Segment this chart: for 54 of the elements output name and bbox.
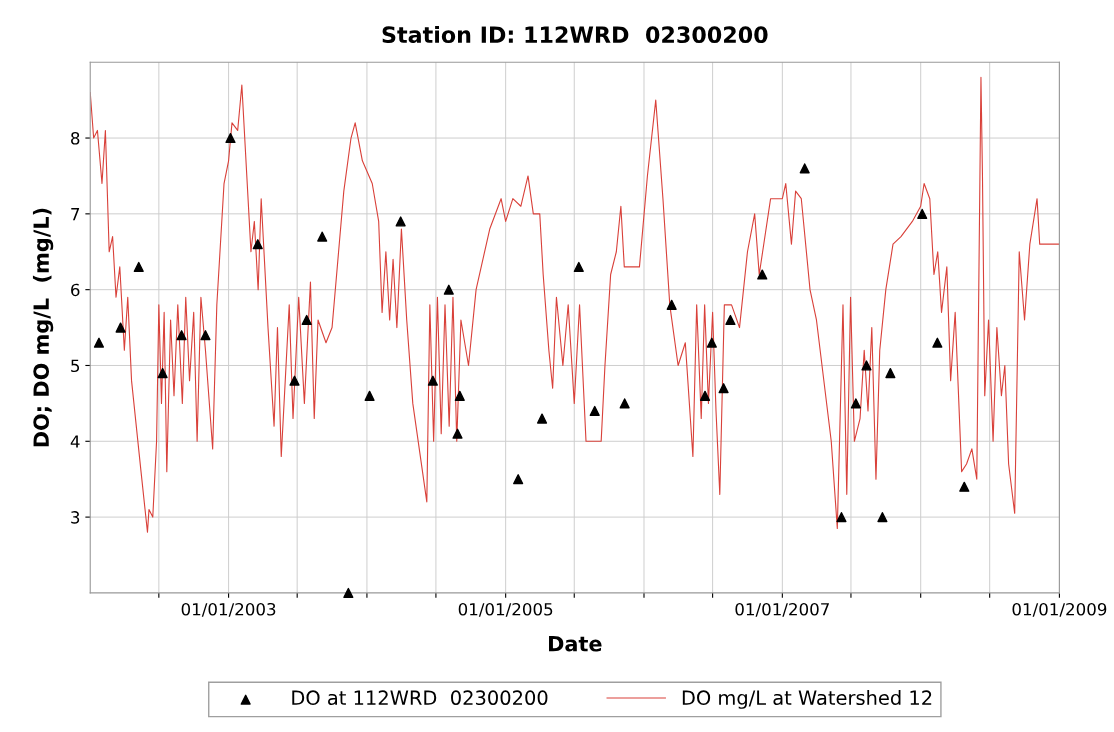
point [317,231,328,242]
point [706,337,717,348]
point [301,314,312,326]
point [699,390,711,401]
point [885,367,896,379]
x-axis-title: Date [549,636,602,652]
point [427,375,438,386]
point [799,163,810,174]
point [133,261,144,273]
point [289,375,300,386]
point [176,330,187,341]
point [757,269,768,280]
x-tick-label: 01/01/2003 [181,602,276,617]
point [877,512,888,523]
legend-label: DO mg/L at Watershed 12 [682,690,932,709]
point [513,474,524,485]
point [573,261,584,273]
point [589,405,600,417]
point [619,398,630,409]
point [666,299,677,310]
point [725,314,736,326]
point [718,383,729,394]
point [452,428,463,439]
chart-title: Station ID: 112WRD 02300200 [382,25,768,44]
point [157,367,168,379]
point [343,587,354,599]
point [932,337,943,348]
point [959,481,970,492]
x-tick-label: 01/01/2005 [458,602,553,617]
y-tick-label: 6 [71,283,80,297]
point [364,390,375,401]
point [115,322,126,333]
point [917,208,928,219]
point [861,360,872,371]
legend-label: DO at 112WRD 02300200 [292,690,548,706]
y-axis-title: DO; DO mg/L (mg/L) [32,208,54,447]
y-tick-label: 3 [71,511,80,524]
x-tick-label: 01/01/2009 [1012,602,1107,617]
y-tick-label: 5 [71,359,80,373]
point [454,390,465,401]
line-series [90,76,1060,533]
point [93,337,105,348]
point [850,398,861,409]
x-tick-label: 01/01/2007 [735,602,829,617]
point [225,132,236,144]
point [536,413,548,424]
y-tick-label: 4 [70,435,80,448]
point [836,512,847,523]
y-tick-label: 8 [71,132,80,145]
point [443,284,454,295]
point [395,216,406,227]
point [252,239,263,250]
point [200,330,211,341]
y-tick-label: 7 [71,208,80,221]
